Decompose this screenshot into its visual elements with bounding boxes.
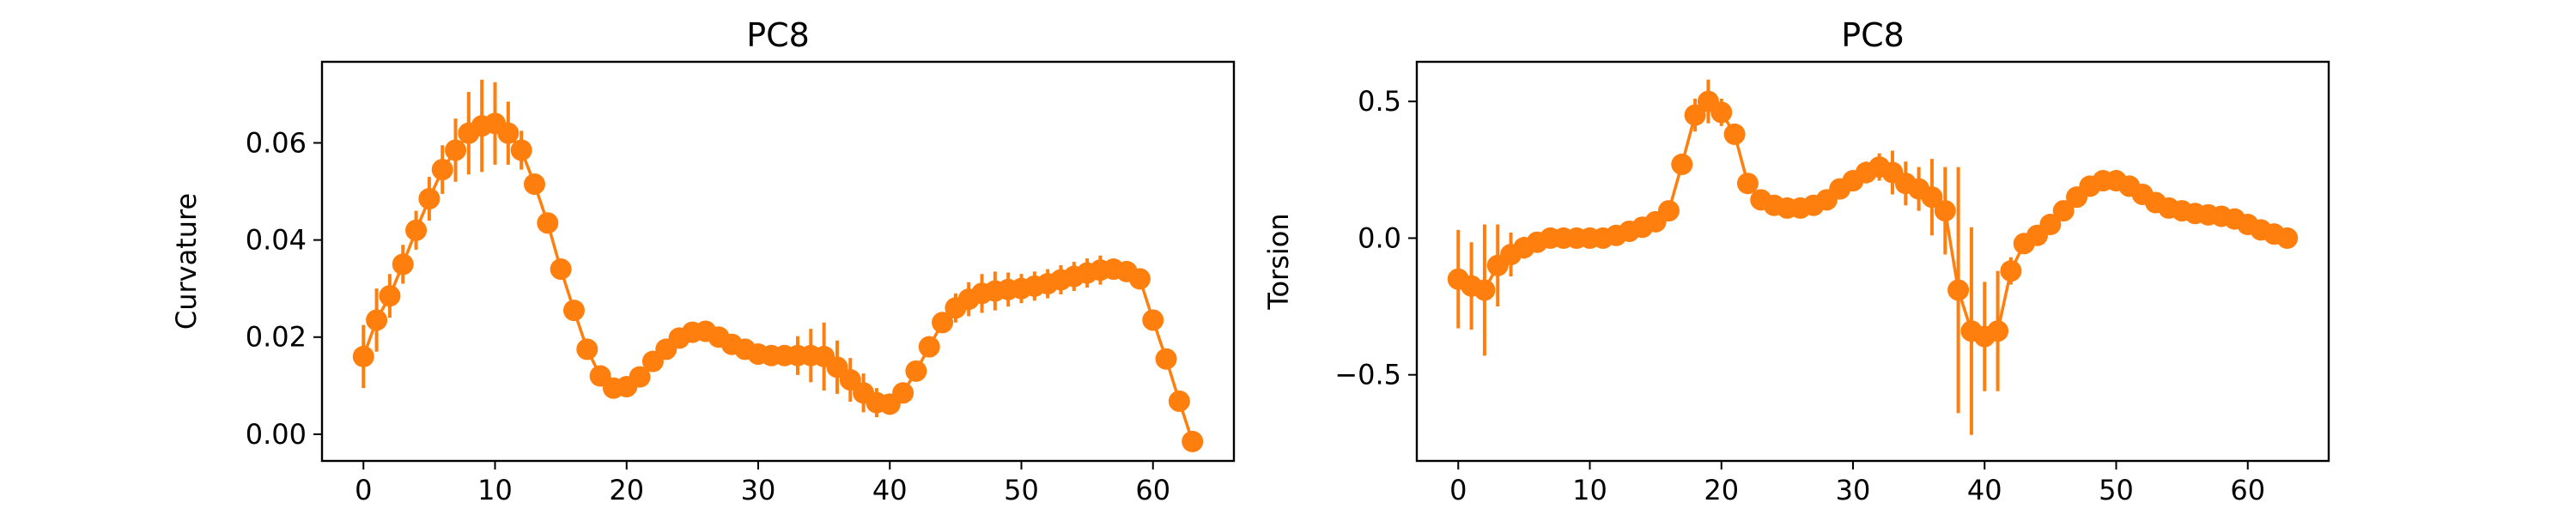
data-point — [1168, 390, 1190, 412]
data-point — [1921, 186, 1943, 209]
y-tick-label: 0.0 — [1358, 221, 1401, 254]
data-point — [2052, 200, 2075, 222]
data-point — [1947, 279, 1970, 301]
chart-title: PC8 — [746, 16, 810, 54]
x-tick-label: 60 — [2230, 474, 2265, 506]
curvature-panel: 0 10 20 30 40 50 60 0.00 0.02 0.04 0.06 PC8 Curvatur… — [170, 16, 1236, 506]
data-point — [2039, 214, 2062, 236]
data-point — [418, 188, 440, 210]
data-point — [550, 258, 572, 281]
data-point — [2000, 260, 2022, 282]
x-tick-label: 40 — [1967, 474, 2002, 506]
x-tick-label: 30 — [741, 474, 776, 506]
data-point — [1128, 268, 1151, 290]
y-axis-label: Torsion — [1262, 213, 1295, 310]
axes-frame — [320, 60, 1236, 463]
data-point — [562, 300, 585, 322]
data-point — [431, 159, 453, 181]
data-point — [576, 338, 598, 360]
axes-frame — [1415, 60, 2330, 463]
data-point — [905, 360, 927, 382]
data-point — [523, 173, 545, 196]
x-tick-label: 0 — [355, 474, 372, 506]
y-tick-label: 0.06 — [246, 126, 307, 159]
x-tick-label: 60 — [1135, 474, 1170, 506]
data-point — [1723, 123, 1746, 145]
data-point — [379, 285, 401, 307]
x-tick-label: 50 — [2099, 474, 2134, 506]
data-point — [1657, 200, 1680, 222]
data-point — [839, 369, 861, 391]
data-point — [352, 345, 374, 367]
data-point — [1987, 320, 2009, 342]
y-tick-label: 0.00 — [246, 418, 307, 451]
torsion-panel: 0 10 20 30 40 50 60 −0.5 0.0 0.5 PC8 Torsion — [1262, 16, 2330, 506]
data-point — [1736, 173, 1759, 195]
data-point — [1934, 200, 1956, 222]
chart-title: PC8 — [1841, 16, 1905, 54]
data-point — [497, 122, 519, 144]
data-point — [1684, 104, 1706, 126]
data-point — [510, 139, 532, 161]
data-point — [1182, 430, 1204, 452]
data-point — [932, 312, 954, 334]
x-tick-label: 0 — [1449, 474, 1467, 506]
x-tick-label: 30 — [1836, 474, 1871, 506]
data-point — [445, 139, 467, 161]
series-line — [1457, 99, 2288, 338]
y-tick-label: 0.5 — [1358, 85, 1401, 118]
data-point — [1473, 279, 1496, 301]
data-point — [366, 309, 388, 331]
data-point — [537, 212, 559, 234]
x-tick-label: 20 — [609, 474, 644, 506]
x-tick-label: 50 — [1004, 474, 1039, 506]
data-point — [1155, 348, 1177, 370]
data-point — [1710, 101, 1733, 124]
x-tick-label: 40 — [872, 474, 908, 506]
y-tick-label: 0.02 — [246, 321, 307, 354]
data-point — [1671, 153, 1693, 175]
x-tick-label: 20 — [1704, 474, 1739, 506]
y-tick-label: 0.04 — [246, 224, 307, 257]
x-tick-label: 10 — [477, 474, 513, 506]
y-tick-label: −0.5 — [1334, 359, 1401, 391]
data-point — [892, 382, 914, 404]
data-point — [918, 336, 940, 358]
data-point — [392, 253, 414, 276]
data-point — [629, 366, 651, 388]
data-point — [1142, 309, 1164, 331]
data-point — [2276, 227, 2299, 249]
data-point — [405, 219, 428, 241]
y-axis-label: Curvature — [170, 193, 203, 330]
x-tick-label: 10 — [1572, 474, 1607, 506]
